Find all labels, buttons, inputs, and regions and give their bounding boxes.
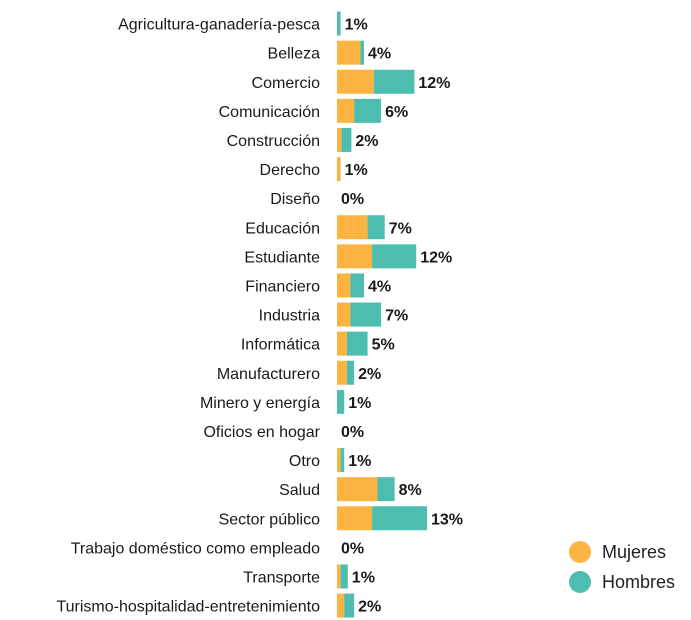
bar-hombres-agricultura-ganaderia-pesca [337,11,341,36]
bar-mujeres-turismo-hospitalidad-entretenimiento [337,593,345,618]
category-label-otro: Otro [289,453,320,470]
bar-hombres-industria [350,302,382,327]
total-label-otro: 1% [348,453,371,470]
total-label-minero-y-energia: 1% [348,395,371,412]
category-label-sector-publico: Sector público [219,511,320,528]
total-label-transporte: 1% [352,569,375,586]
total-label-turismo-hospitalidad-entretenimiento: 2% [358,599,381,616]
category-label-agricultura-ganaderia-pesca: Agricultura-ganadería-pesca [118,17,320,34]
total-label-estudiante: 12% [420,249,452,266]
bar-hombres-comunicacion [354,98,382,123]
total-label-educacion: 7% [389,220,412,237]
total-label-belleza: 4% [368,46,391,63]
category-label-comunicacion: Comunicación [219,104,320,121]
category-label-turismo-hospitalidad-entretenimiento: Turismo-hospitalidad-entretenimiento [56,599,320,616]
category-label-salud: Salud [279,482,320,499]
bar-mujeres-transporte [337,564,341,589]
total-label-sector-publico: 13% [431,511,463,528]
bar-hombres-sector-publico [372,506,427,531]
bar-hombres-minero-y-energia [337,389,345,414]
bar-mujeres-educacion [337,215,368,240]
legend: Mujeres Hombres [569,541,675,593]
bar-mujeres-salud [337,477,378,502]
total-label-comunicacion: 6% [385,104,408,121]
total-label-industria: 7% [385,308,408,325]
category-label-construccion: Construcción [227,133,320,150]
category-label-estudiante: Estudiante [244,249,320,266]
bar-mujeres-derecho [337,157,341,182]
legend-label-hombres: Hombres [602,572,675,592]
bar-mujeres-comunicacion [337,98,355,123]
bar-mujeres-sector-publico [337,506,373,531]
bar-mujeres-estudiante [337,244,373,269]
category-label-trabajo-domestico-como-empleado: Trabajo doméstico como empleado [71,540,320,557]
category-label-industria: Industria [259,308,320,325]
bar-hombres-estudiante [372,244,417,269]
bars-group: Agricultura-ganadería-pesca 1% Belleza 4% Co… [56,11,463,618]
total-label-informatica: 5% [372,337,395,354]
category-label-minero-y-energia: Minero y energía [200,395,320,412]
total-label-financiero: 4% [368,278,391,295]
bar-mujeres-otro [337,448,341,473]
total-label-salud: 8% [399,482,422,499]
total-label-comercio: 12% [418,75,450,92]
bar-hombres-educacion [367,215,385,240]
bar-mujeres-comercio [337,69,374,94]
bar-hombres-informatica [346,331,368,356]
category-label-derecho: Derecho [260,162,321,179]
total-label-diseno: 0% [341,191,364,208]
category-label-diseno: Diseño [270,191,320,208]
legend-label-mujeres: Mujeres [602,542,666,562]
category-label-oficios-en-hogar: Oficios en hogar [203,424,320,441]
total-label-derecho: 1% [345,162,368,179]
bar-hombres-belleza [360,40,364,65]
bar-hombres-salud [377,477,395,502]
category-label-financiero: Financiero [245,278,320,295]
bar-hombres-financiero [350,273,364,298]
total-label-agricultura-ganaderia-pesca: 1% [345,17,368,34]
bar-hombres-otro [340,448,345,473]
bar-mujeres-financiero [337,273,351,298]
total-label-manufacturero: 2% [358,366,381,383]
bar-mujeres-informatica [337,331,347,356]
bar-hombres-construccion [341,127,352,152]
category-label-belleza: Belleza [268,46,321,63]
total-label-trabajo-domestico-como-empleado: 0% [341,540,364,557]
category-label-educacion: Educación [245,220,320,237]
category-label-manufacturero: Manufacturero [217,366,320,383]
bar-mujeres-construccion [337,127,342,152]
total-label-construccion: 2% [355,133,378,150]
bar-mujeres-manufacturero [337,360,347,385]
category-label-informatica: Informática [241,337,320,354]
bar-hombres-turismo-hospitalidad-entretenimiento [344,593,355,618]
bar-mujeres-industria [337,302,351,327]
legend-swatch-mujeres [569,541,591,563]
category-label-comercio: Comercio [252,75,321,92]
bar-hombres-manufacturero [346,360,355,385]
total-label-oficios-en-hogar: 0% [341,424,364,441]
bar-mujeres-belleza [337,40,361,65]
bar-hombres-transporte [340,564,348,589]
bar-hombres-comercio [373,69,415,94]
category-label-transporte: Transporte [243,569,320,586]
legend-swatch-hombres [569,571,591,593]
